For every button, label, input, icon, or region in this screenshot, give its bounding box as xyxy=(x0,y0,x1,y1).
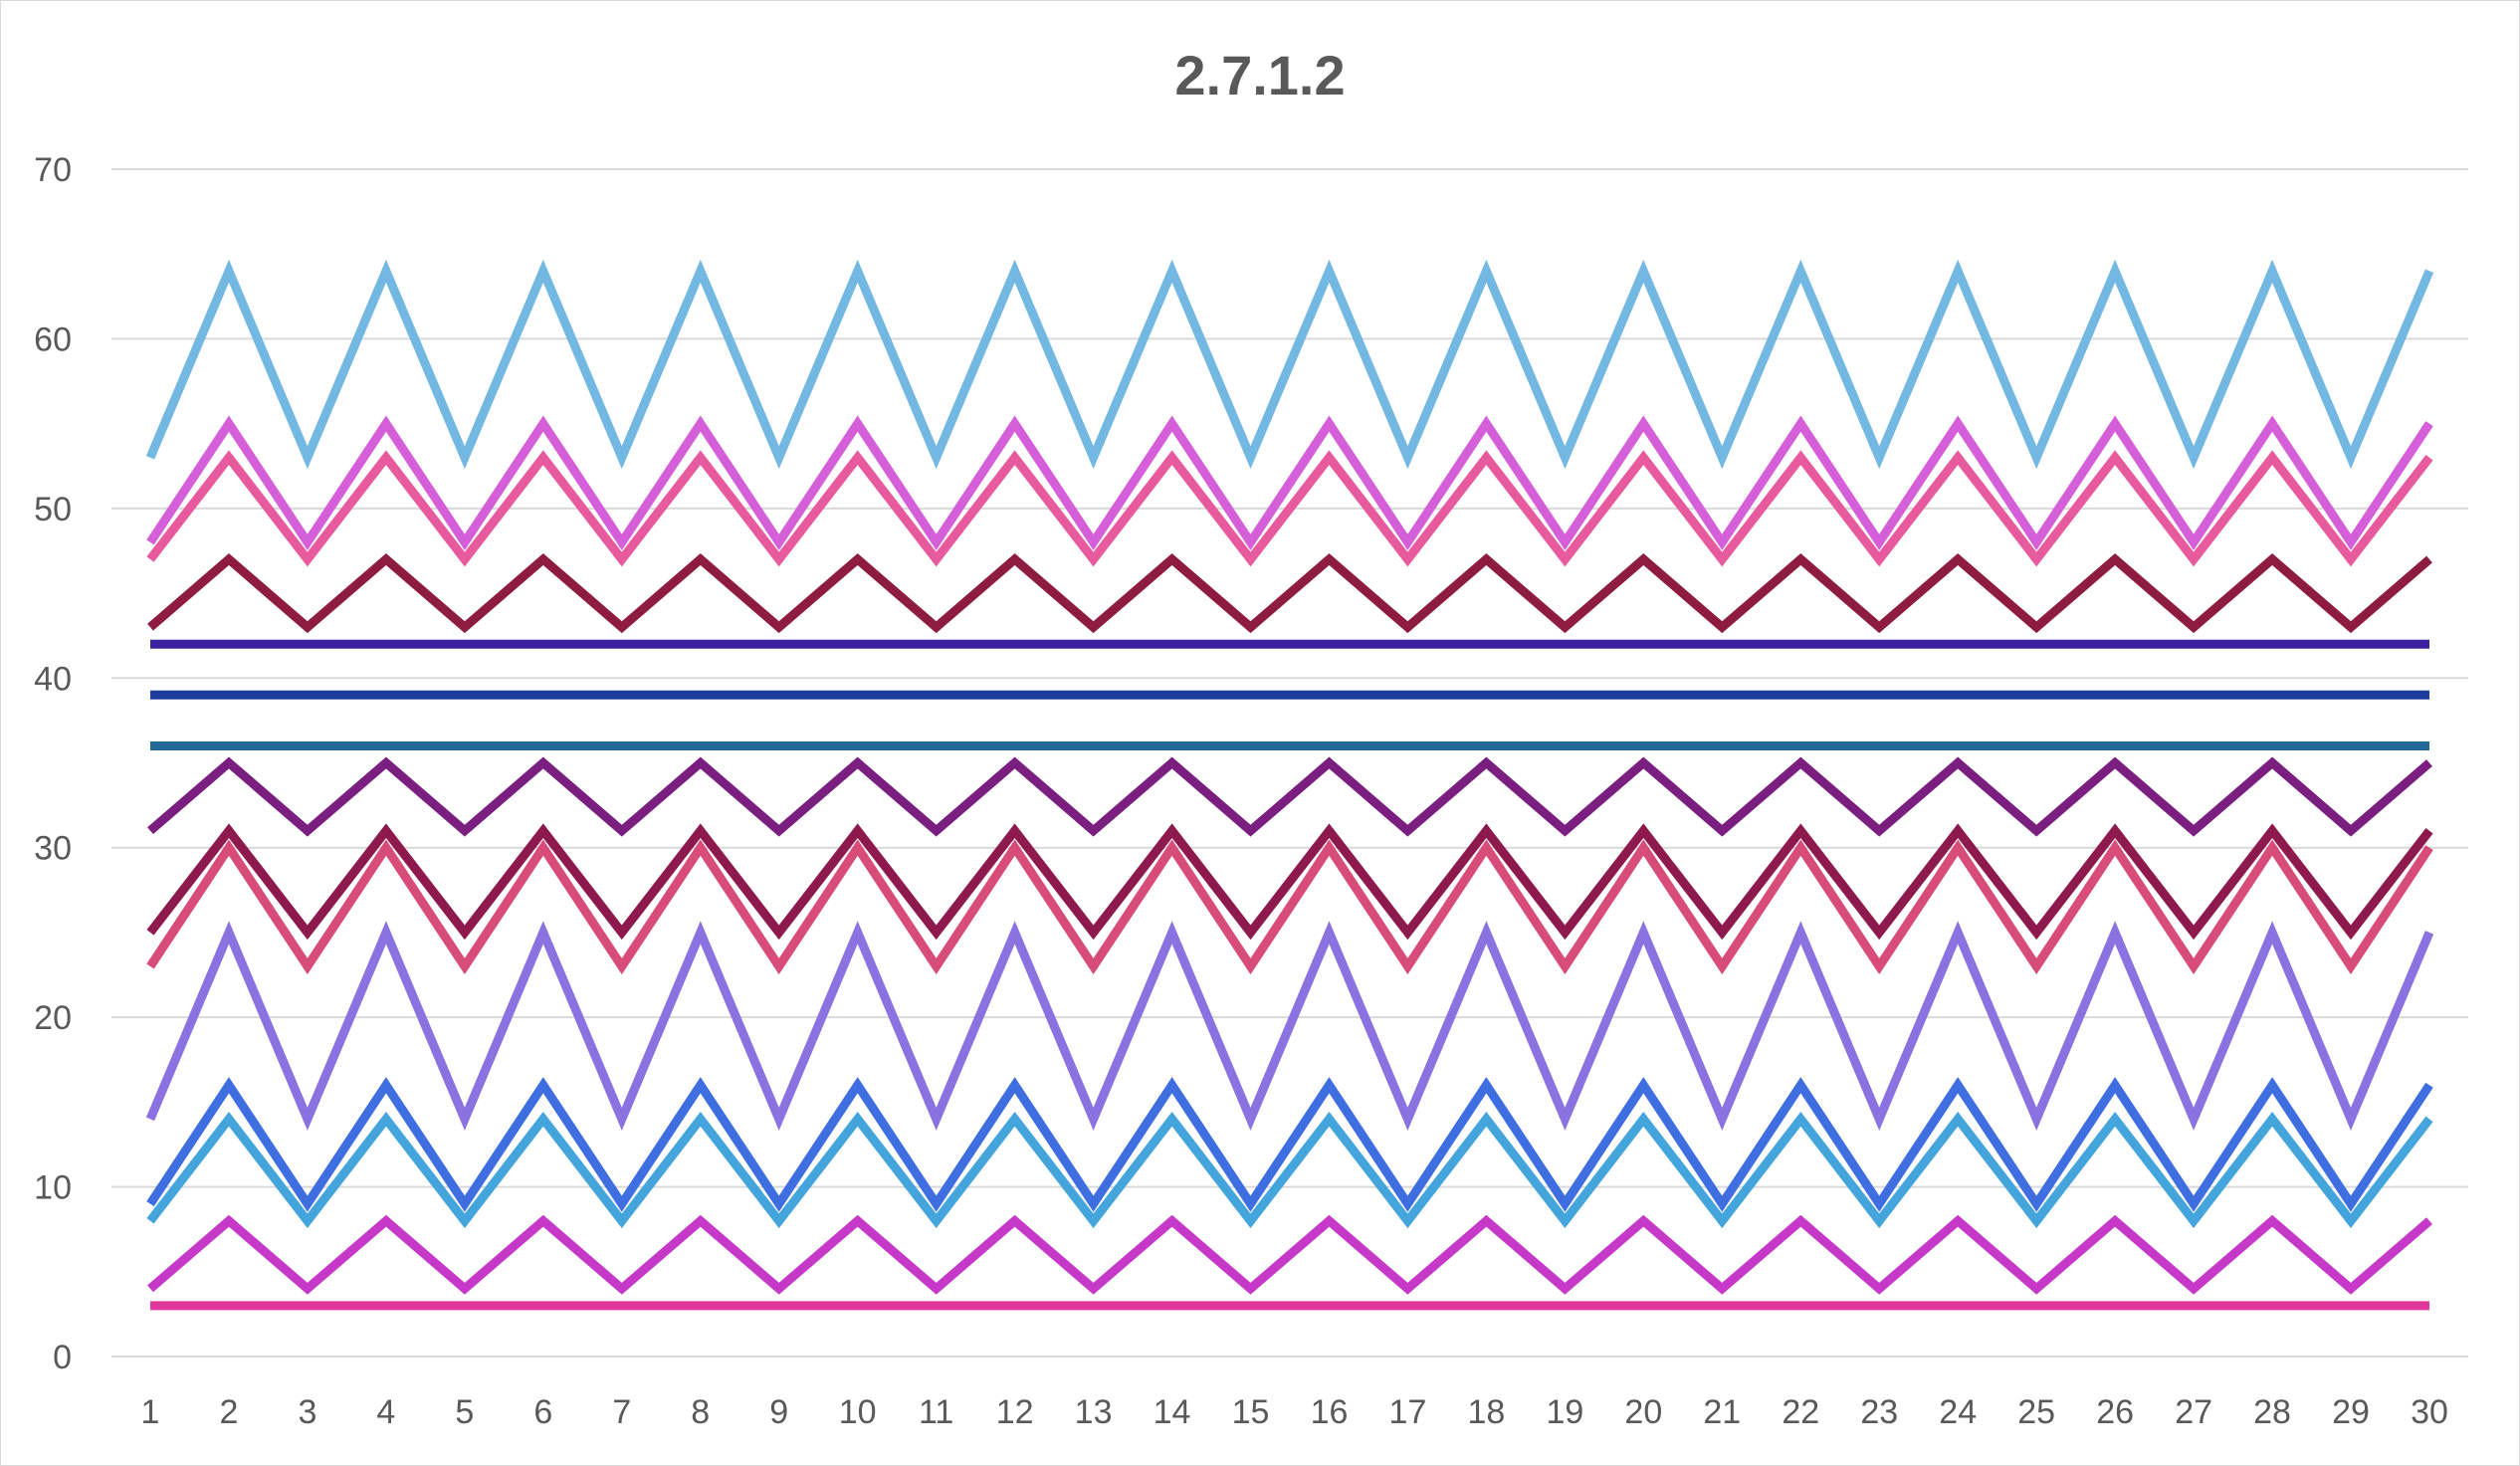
series-line-9 xyxy=(146,823,2433,941)
y-axis-ticks: 0 10 20 30 40 50 60 70 xyxy=(34,151,72,1376)
y-tick-label: 60 xyxy=(34,320,72,358)
series-line-12 xyxy=(146,1077,2433,1212)
x-tick-label: 10 xyxy=(839,1393,877,1431)
series-lines xyxy=(145,259,2434,1311)
x-tick-label: 20 xyxy=(1624,1393,1662,1431)
y-tick-label: 30 xyxy=(34,830,72,868)
x-tick-label: 3 xyxy=(298,1393,316,1431)
y-tick-label: 50 xyxy=(34,491,72,528)
series-line-2 xyxy=(146,415,2433,551)
series-line-10 xyxy=(146,839,2433,975)
x-tick-label: 19 xyxy=(1546,1393,1583,1431)
x-tick-label: 25 xyxy=(2017,1393,2055,1431)
x-tick-label: 8 xyxy=(691,1393,710,1431)
y-tick-label: 40 xyxy=(34,660,72,698)
x-tick-label: 15 xyxy=(1232,1393,1270,1431)
x-tick-label: 26 xyxy=(2096,1393,2134,1431)
x-tick-label: 2 xyxy=(220,1393,239,1431)
x-tick-label: 30 xyxy=(2411,1393,2448,1431)
x-tick-label: 23 xyxy=(1860,1393,1898,1431)
series-line-8 xyxy=(147,756,2432,837)
y-tick-label: 10 xyxy=(34,1169,72,1207)
series-line-1 xyxy=(145,259,2434,470)
series-line-4 xyxy=(147,553,2432,634)
x-tick-label: 27 xyxy=(2175,1393,2212,1431)
series-line-11 xyxy=(145,921,2434,1131)
x-tick-label: 12 xyxy=(996,1393,1034,1431)
x-tick-label: 17 xyxy=(1389,1393,1427,1431)
x-tick-label: 18 xyxy=(1467,1393,1505,1431)
y-tick-label: 20 xyxy=(34,999,72,1037)
x-axis-ticks: 1 2 3 4 5 6 7 8 9 10 11 12 13 14 15 16 17 18 19 20 21 22 23 24 2… xyxy=(141,1393,2448,1431)
series-line-13 xyxy=(146,1112,2433,1229)
series-line-3 xyxy=(146,450,2433,567)
chart-title: 2.7.1.2 xyxy=(1174,44,1345,106)
x-tick-label: 6 xyxy=(533,1393,552,1431)
x-tick-label: 14 xyxy=(1154,1393,1191,1431)
x-tick-label: 1 xyxy=(141,1393,160,1431)
x-tick-label: 11 xyxy=(919,1393,953,1431)
x-tick-label: 7 xyxy=(612,1393,631,1431)
x-tick-label: 4 xyxy=(376,1393,395,1431)
x-tick-label: 9 xyxy=(769,1393,788,1431)
x-tick-label: 21 xyxy=(1703,1393,1741,1431)
x-tick-label: 29 xyxy=(2332,1393,2370,1431)
x-tick-label: 13 xyxy=(1075,1393,1113,1431)
x-tick-label: 16 xyxy=(1311,1393,1349,1431)
series-line-14 xyxy=(147,1214,2432,1295)
y-tick-label: 0 xyxy=(53,1339,72,1376)
x-tick-label: 24 xyxy=(1939,1393,1977,1431)
x-tick-label: 28 xyxy=(2253,1393,2291,1431)
y-tick-label: 70 xyxy=(34,151,72,189)
x-tick-label: 5 xyxy=(455,1393,474,1431)
x-tick-label: 22 xyxy=(1782,1393,1819,1431)
